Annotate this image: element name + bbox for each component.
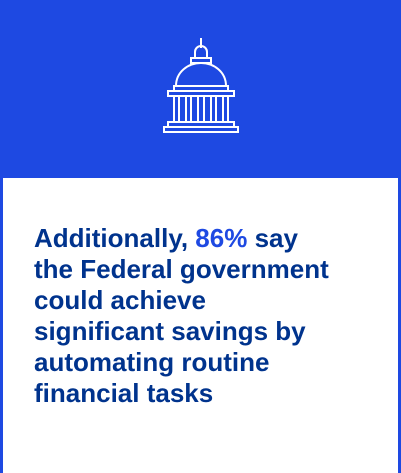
stat-statement: Additionally, 86% say the Federal governm… [34,223,389,409]
stat-line-3: could achieve [34,285,206,315]
stat-line-2: the Federal government [34,254,329,284]
capitol-building-icon [162,36,240,140]
stat-line-6: financial tasks [34,378,214,408]
card-border-left [0,178,3,473]
stat-lead: Additionally, [34,223,196,253]
stat-percentage: 86% [195,223,248,253]
card-border-right [398,178,401,473]
header-band [0,0,401,178]
stat-line-1-rest: say [247,223,298,253]
stat-line-4: significant savings by [34,316,306,346]
stat-line-5: automating routine [34,347,270,377]
